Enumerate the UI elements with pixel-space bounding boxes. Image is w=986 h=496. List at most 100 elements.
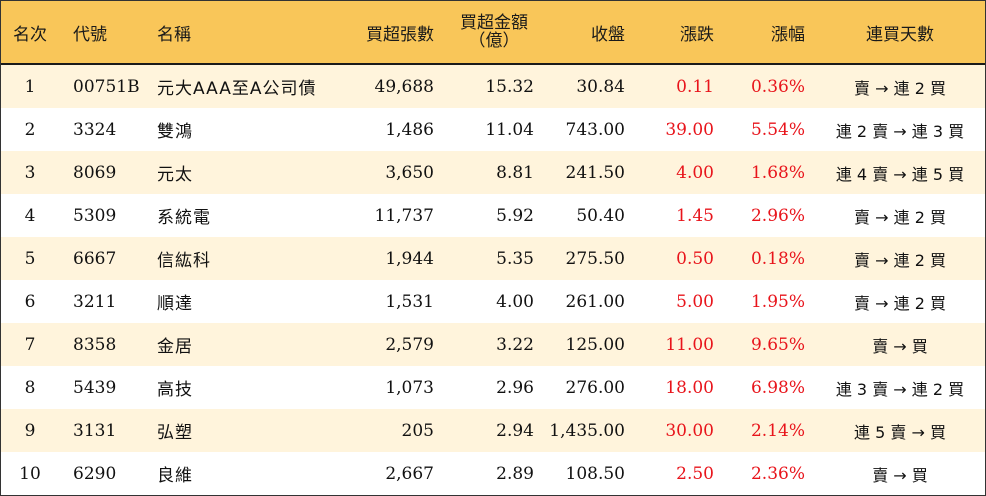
cell-code: 6667: [73, 248, 117, 269]
cell-streak: 連 2 賣 → 連 3 買: [835, 121, 965, 141]
cell-rank: 7: [24, 334, 36, 355]
cell-shares: 11,737: [374, 205, 434, 226]
cell-rank: 9: [24, 420, 36, 441]
cell-name: 順達: [157, 294, 193, 314]
cell-code: 8358: [73, 334, 117, 355]
cell-amount: 2.94: [496, 420, 534, 441]
cell-change: 0.50: [676, 248, 714, 269]
table-row: 10 6290 良維 2,667 2.89 108.50 2.50 2.36% 賣 → 買: [1, 452, 985, 495]
cell-pct: 5.54%: [750, 119, 805, 140]
cell-name: 系統電: [157, 208, 211, 228]
table-row: 2 3324 雙鴻 1,486 11.04 743.00 39.00 5.54% 連 2 賣 →…: [1, 108, 985, 151]
cell-close: 275.50: [565, 248, 625, 269]
cell-amount: 3.22: [496, 334, 534, 355]
header-rank: 名次: [13, 24, 47, 45]
cell-close: 276.00: [565, 377, 625, 398]
cell-code: 5309: [73, 205, 117, 226]
cell-pct: 0.36%: [750, 76, 805, 97]
cell-close: 108.50: [565, 463, 625, 484]
table-row: 3 8069 元太 3,650 8.81 241.50 4.00 1.68% 連 4 賣 → 連…: [1, 151, 985, 194]
cell-streak: 賣 → 買: [872, 336, 928, 356]
header-shares: 買超張數: [366, 24, 434, 45]
table-row: 1 00751B 元大AAA至A公司債 49,688 15.32 30.84 0.11 0.3…: [1, 65, 985, 108]
cell-shares: 2,579: [385, 334, 434, 355]
header-close: 收盤: [591, 24, 625, 45]
cell-streak: 連 3 賣 → 連 2 買: [835, 379, 965, 399]
cell-amount: 4.00: [496, 291, 534, 312]
cell-code: 6290: [73, 463, 117, 484]
table-row: 6 3211 順達 1,531 4.00 261.00 5.00 1.95% 賣 → 連 2 買: [1, 280, 985, 323]
cell-amount: 5.35: [496, 248, 534, 269]
table-row: 4 5309 系統電 11,737 5.92 50.40 1.45 2.96% 賣 → 連 2 …: [1, 194, 985, 237]
cell-shares: 49,688: [374, 76, 434, 97]
cell-rank: 8: [24, 377, 36, 398]
cell-rank: 1: [24, 76, 36, 97]
cell-change: 2.50: [676, 463, 714, 484]
cell-code: 8069: [73, 162, 117, 183]
cell-close: 125.00: [565, 334, 625, 355]
cell-amount: 15.32: [485, 76, 534, 97]
cell-streak: 賣 → 連 2 買: [854, 250, 946, 270]
cell-rank: 5: [24, 248, 36, 269]
cell-streak: 賣 → 買: [872, 465, 928, 485]
cell-close: 241.50: [565, 162, 625, 183]
cell-amount: 2.89: [496, 463, 534, 484]
cell-code: 5439: [73, 377, 117, 398]
cell-streak: 賣 → 連 2 買: [854, 293, 946, 313]
cell-pct: 0.18%: [750, 248, 805, 269]
cell-pct: 2.36%: [750, 463, 805, 484]
header-change: 漲跌: [680, 24, 714, 45]
header-pct: 漲幅: [771, 24, 805, 45]
table-body: 1 00751B 元大AAA至A公司債 49,688 15.32 30.84 0.11 0.3…: [1, 65, 985, 495]
cell-name: 良維: [157, 466, 193, 486]
cell-streak: 賣 → 連 2 買: [854, 207, 946, 227]
cell-close: 30.84: [576, 76, 625, 97]
cell-code: 3131: [73, 420, 117, 441]
cell-name: 信紘科: [157, 251, 211, 271]
cell-name: 元大AAA至A公司債: [157, 79, 317, 99]
cell-pct: 2.14%: [750, 420, 805, 441]
header-amount-line1: 買超金額: [460, 13, 528, 33]
cell-change: 18.00: [665, 377, 714, 398]
cell-shares: 2,667: [385, 463, 434, 484]
header-name: 名稱: [157, 24, 191, 45]
cell-name: 金居: [157, 337, 193, 357]
cell-name: 元太: [157, 165, 193, 185]
cell-name: 高技: [157, 380, 193, 400]
cell-amount: 2.96: [496, 377, 534, 398]
cell-change: 30.00: [665, 420, 714, 441]
cell-close: 261.00: [565, 291, 625, 312]
cell-pct: 9.65%: [750, 334, 805, 355]
cell-code: 3324: [73, 119, 117, 140]
table-header: 名次 代號 名稱 買超張數 買超金額 （億） 收盤 漲跌 漲幅 連買天數: [1, 1, 985, 65]
cell-name: 雙鴻: [157, 122, 193, 142]
cell-rank: 3: [24, 162, 36, 183]
cell-streak: 連 5 賣 → 買: [854, 422, 946, 442]
table-row: 9 3131 弘塑 205 2.94 1,435.00 30.00 2.14% 連 5 賣 → …: [1, 409, 985, 452]
table-row: 5 6667 信紘科 1,944 5.35 275.50 0.50 0.18% 賣 → 連 2 …: [1, 237, 985, 280]
cell-name: 弘塑: [157, 423, 193, 443]
cell-close: 1,435.00: [549, 420, 625, 441]
cell-streak: 連 4 賣 → 連 5 買: [835, 164, 965, 184]
header-amount: 買超金額 （億）: [449, 1, 539, 63]
cell-shares: 205: [401, 420, 434, 441]
cell-code: 00751B: [73, 76, 140, 97]
table-row: 8 5439 高技 1,073 2.96 276.00 18.00 6.98% 連 3 賣 → …: [1, 366, 985, 409]
cell-change: 4.00: [676, 162, 714, 183]
cell-amount: 5.92: [496, 205, 534, 226]
cell-change: 1.45: [676, 205, 714, 226]
cell-rank: 6: [24, 291, 36, 312]
cell-streak: 賣 → 連 2 買: [854, 78, 946, 98]
cell-rank: 2: [24, 119, 36, 140]
cell-pct: 2.96%: [750, 205, 805, 226]
cell-shares: 1,531: [385, 291, 434, 312]
cell-change: 0.11: [676, 76, 714, 97]
cell-amount: 8.81: [496, 162, 534, 183]
cell-close: 50.40: [576, 205, 625, 226]
cell-shares: 1,073: [385, 377, 434, 398]
cell-close: 743.00: [565, 119, 625, 140]
cell-shares: 1,944: [385, 248, 434, 269]
header-amount-line2: （億）: [468, 31, 520, 51]
cell-shares: 1,486: [385, 119, 434, 140]
